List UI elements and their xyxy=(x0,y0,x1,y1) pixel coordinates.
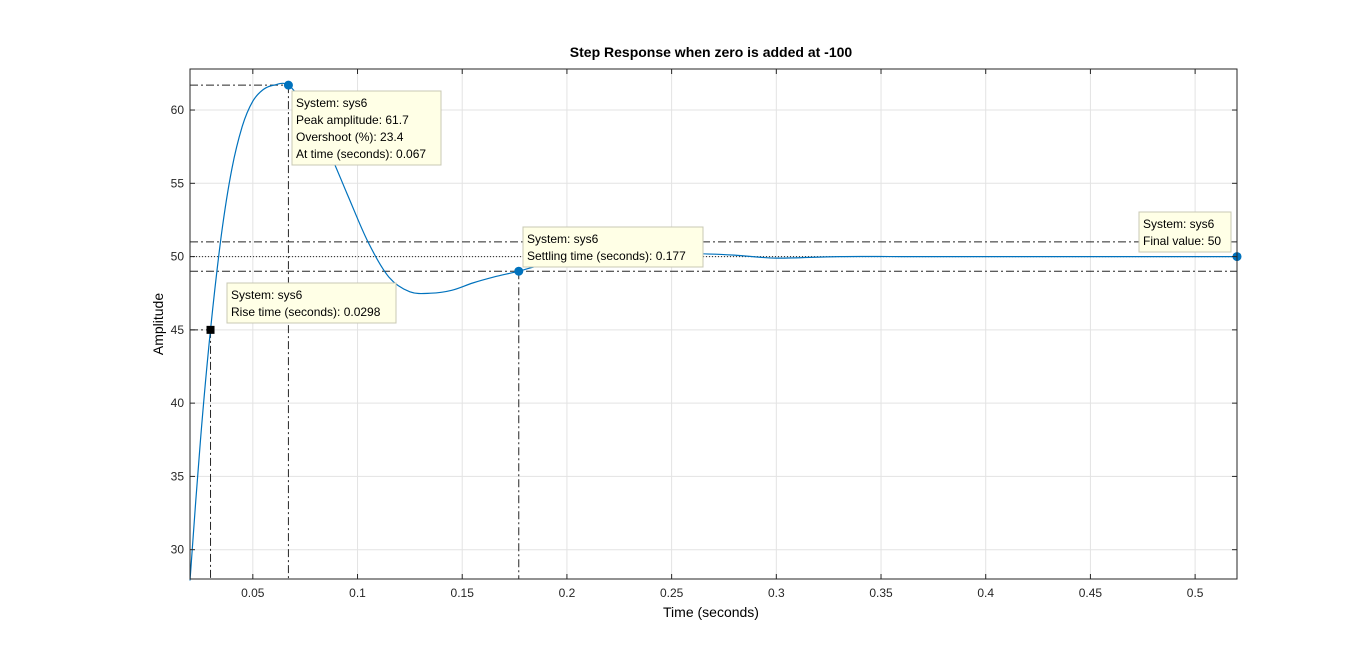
datatip-line: Peak amplitude: 61.7 xyxy=(296,113,409,127)
y-tick-label: 55 xyxy=(171,176,185,190)
datatip-box xyxy=(226,282,397,324)
datatip-line: Settling time (seconds): 0.177 xyxy=(527,249,686,263)
x-tick-label: 0.05 xyxy=(241,586,265,600)
datatip-line: Overshoot (%): 23.4 xyxy=(296,130,404,144)
datatip-line: System: sys6 xyxy=(296,96,368,110)
y-axis-ticks: 30 35 40 45 50 55 60 xyxy=(171,103,1237,557)
x-tick-label: 0.5 xyxy=(1187,586,1204,600)
datatip-box xyxy=(291,90,442,166)
datatip-line: Rise time (seconds): 0.0298 xyxy=(231,305,381,319)
series-line-group xyxy=(189,82,1237,581)
x-tick-label: 0.45 xyxy=(1079,586,1103,600)
datatip-settling: System: sys6 Settling time (seconds): 0.1… xyxy=(522,226,704,268)
y-tick-label: 40 xyxy=(171,396,185,410)
datatip-final: System: sys6 Final value: 50 xyxy=(1138,211,1232,253)
x-tick-label: 0.4 xyxy=(977,586,994,600)
datatip-line: System: sys6 xyxy=(527,232,599,246)
datatip-box xyxy=(522,226,704,268)
x-tick-label: 0.25 xyxy=(660,586,684,600)
y-tick-label: 60 xyxy=(171,103,185,117)
axes-box xyxy=(189,68,1238,580)
x-axis-title: Time (seconds) xyxy=(663,604,759,620)
datatips-group: System: sys6 Peak amplitude: 61.7 Overshoo… xyxy=(226,90,1232,324)
x-tick-label: 0.2 xyxy=(559,586,576,600)
chart-title: Step Response when zero is added at -100 xyxy=(570,44,853,60)
datatip-line: System: sys6 xyxy=(1143,217,1215,231)
datatip-line: Final value: 50 xyxy=(1143,234,1221,248)
y-tick-label: 30 xyxy=(171,543,185,557)
datatip-rise: System: sys6 Rise time (seconds): 0.0298 xyxy=(226,282,397,324)
x-tick-label: 0.35 xyxy=(869,586,893,600)
y-tick-label: 45 xyxy=(171,323,185,337)
x-tick-label: 0.15 xyxy=(451,586,475,600)
datatip-peak: System: sys6 Peak amplitude: 61.7 Overshoo… xyxy=(291,90,442,166)
datatip-box xyxy=(1138,211,1232,253)
y-axis-title: Amplitude xyxy=(150,293,166,355)
peak-marker xyxy=(283,80,293,90)
x-tick-label: 0.3 xyxy=(768,586,785,600)
datatip-line: System: sys6 xyxy=(231,288,303,302)
y-tick-label: 50 xyxy=(171,250,185,264)
rise-time-marker xyxy=(206,325,215,334)
y-tick-label: 35 xyxy=(171,469,185,483)
x-tick-label: 0.1 xyxy=(349,586,366,600)
x-axis-ticks: 0.05 0.1 0.15 0.2 0.25 0.3 0.35 0.4 0.45 0.5 xyxy=(241,69,1204,600)
datatip-line: At time (seconds): 0.067 xyxy=(296,147,426,161)
grid-lines xyxy=(190,69,1237,579)
settling-time-marker xyxy=(514,266,524,276)
series-line-sys6 xyxy=(189,82,1237,581)
